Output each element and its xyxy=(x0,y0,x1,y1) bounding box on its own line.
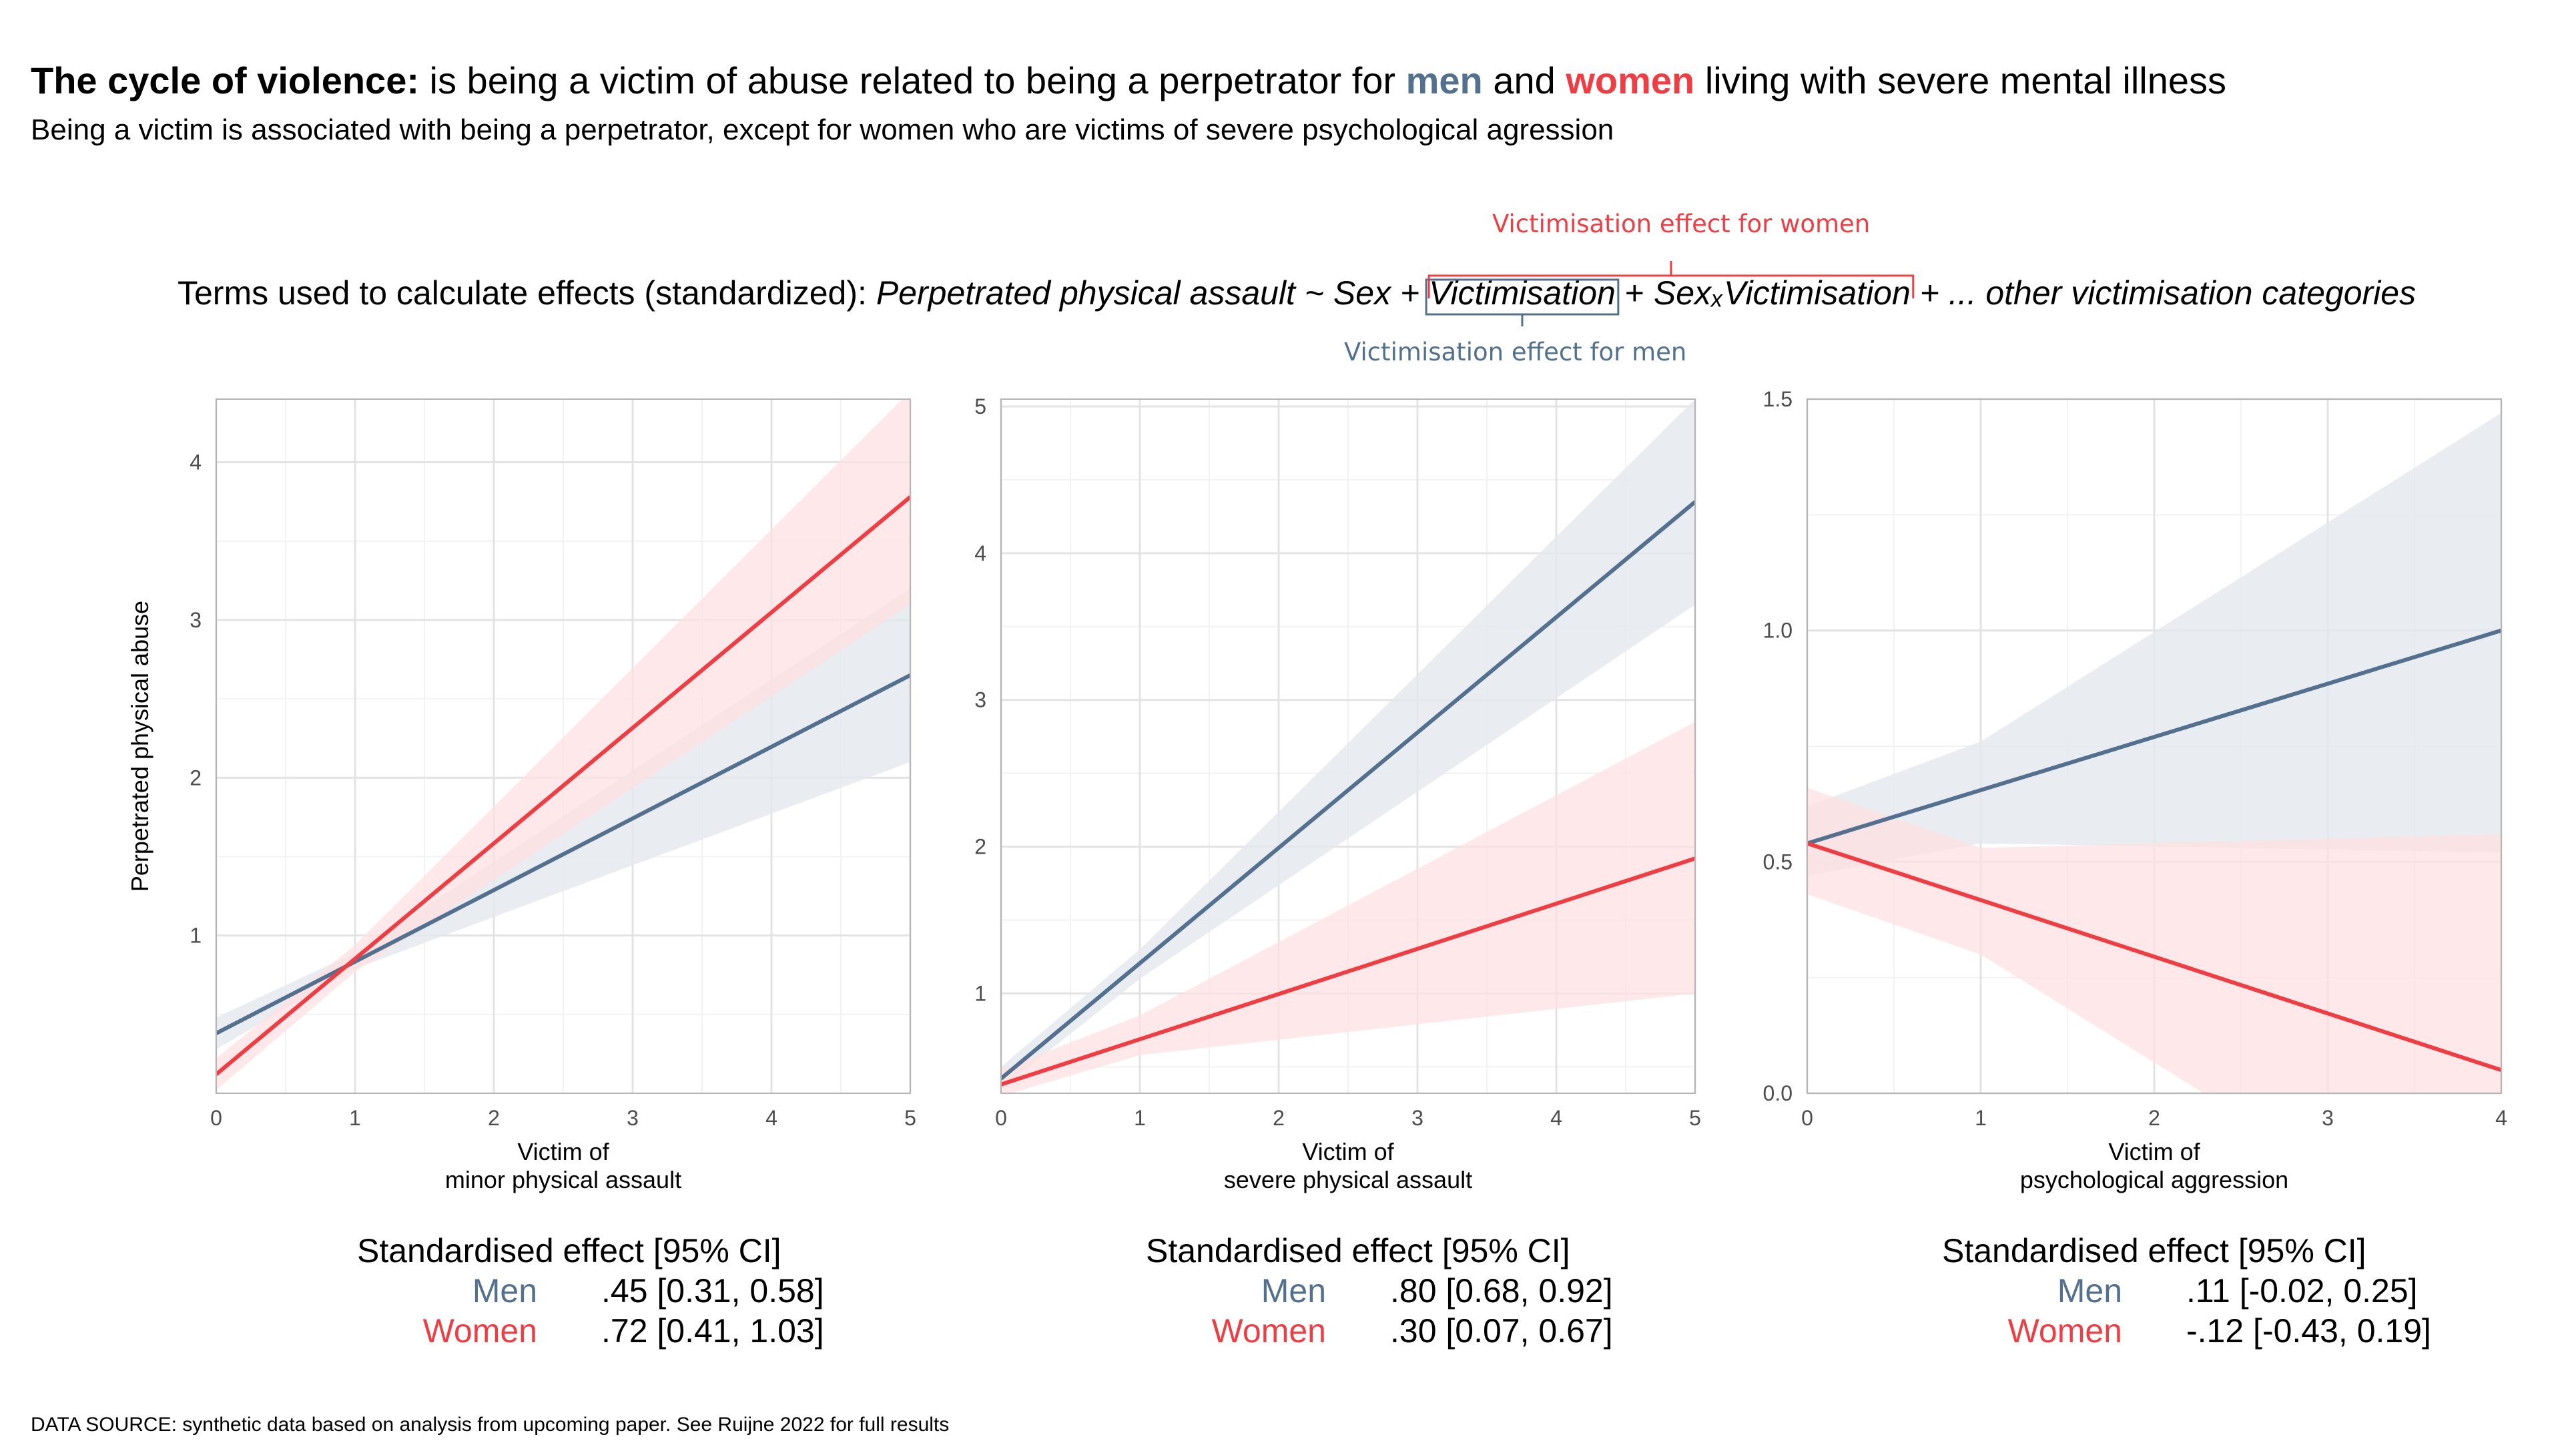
line-women xyxy=(1807,841,2501,1073)
x-axis-label: Victim of xyxy=(1302,1138,1394,1165)
effect-summary-1: Standardised effect [95% CI] Men .45 [0.31… xyxy=(357,1231,864,1352)
x-axis-label: Victim of xyxy=(517,1138,609,1165)
y-tick-label: 1.0 xyxy=(1763,619,1793,643)
x-axis-label: Victim of xyxy=(2108,1138,2200,1165)
x-tick-label: 3 xyxy=(1411,1106,1423,1130)
effect-women-label: Women xyxy=(422,1312,537,1350)
y-tick-label: 1.5 xyxy=(1763,387,1793,411)
formula-sex-victimisation: SexₓVictimisation xyxy=(1653,274,1911,312)
x-axis-label: minor physical assault xyxy=(445,1166,681,1193)
data-source: DATA SOURCE: synthetic data based on ana… xyxy=(31,1414,950,1436)
effect-women-value: -.12 [-0.43, 0.19] xyxy=(2186,1312,2431,1350)
y-tick-label: 5 xyxy=(974,394,986,418)
formula-lead: Terms used to calculate effects (standar… xyxy=(178,274,867,312)
y-tick-label: 1 xyxy=(974,981,986,1005)
chart-title: The cycle of violence: is being a victim… xyxy=(31,59,2226,102)
panel-3: 0 1 2 3 4 0.0 0.5 1.0 1.5 Victim ofpsychological … xyxy=(1763,387,2507,1193)
effect-men-value: .80 [0.68, 0.92] xyxy=(1390,1272,1613,1310)
formula-rest: + ... other victimisation categories xyxy=(1919,274,2417,312)
effect-men-label: Men xyxy=(1261,1272,1326,1310)
x-tick-label: 1 xyxy=(1134,1106,1146,1130)
x-axis-label: severe physical assault xyxy=(1224,1166,1472,1193)
ci-band-women xyxy=(216,399,910,1091)
formula: Terms used to calculate effects (standar… xyxy=(178,274,2416,312)
x-tick-label: 0 xyxy=(995,1106,1007,1130)
x-tick-label: 2 xyxy=(1273,1106,1285,1130)
x-tick-label: 5 xyxy=(904,1106,916,1130)
effect-summary-3: Standardised effect [95% CI] Men .11 [-0.0… xyxy=(1942,1231,2449,1352)
effect-men-label: Men xyxy=(2057,1272,2122,1310)
annotation-women: Victimisation effect for women xyxy=(1492,210,1871,238)
ci-band-women xyxy=(1807,788,2501,1093)
panel-border xyxy=(216,398,911,1094)
chart-subtitle: Being a victim is associated with being … xyxy=(31,113,1614,146)
ci-band-women xyxy=(1001,721,1695,1093)
x-tick-label: 5 xyxy=(1689,1106,1701,1130)
title-part1: is being a victim of abuse related to be… xyxy=(429,59,1396,101)
y-tick-label: 0.0 xyxy=(1763,1081,1793,1105)
series-group xyxy=(1001,399,1695,1093)
line-men xyxy=(1001,500,1695,1081)
formula-term1: Perpetrated physical assault ~ Sex + xyxy=(876,274,1420,312)
title-and: and xyxy=(1493,59,1556,101)
y-axis-label: Perpetrated physical abuse xyxy=(126,601,153,892)
line-men xyxy=(1807,628,2501,846)
title-women: women xyxy=(1566,59,1695,101)
x-axis-label: psychological aggression xyxy=(2020,1166,2288,1193)
effect-summary-2: Standardised effect [95% CI] Men .80 [0.68… xyxy=(1146,1231,1653,1352)
x-tick-label: 4 xyxy=(2495,1106,2507,1130)
x-tick-label: 0 xyxy=(210,1106,222,1130)
effect-men-value: .11 [-0.02, 0.25] xyxy=(2186,1272,2418,1310)
x-tick-label: 3 xyxy=(627,1106,639,1130)
y-tick-label: 3 xyxy=(190,608,202,632)
panel-border xyxy=(1807,398,2502,1094)
x-tick-label: 4 xyxy=(1550,1106,1562,1130)
line-women xyxy=(216,495,910,1076)
series-group xyxy=(1807,412,2501,1093)
series-group xyxy=(216,399,910,1091)
y-tick-label: 2 xyxy=(190,766,202,790)
effect-women-label: Women xyxy=(2007,1312,2122,1350)
title-part2: living with severe mental illness xyxy=(1704,59,2227,101)
effect-men-value: .45 [0.31, 0.58] xyxy=(601,1272,824,1310)
formula-plus: + xyxy=(1624,274,1644,312)
line-women xyxy=(1001,856,1695,1087)
effect-women-value: .72 [0.41, 1.03] xyxy=(601,1312,824,1350)
x-tick-label: 3 xyxy=(2322,1106,2334,1130)
x-tick-label: 4 xyxy=(765,1106,777,1130)
y-tick-label: 0.5 xyxy=(1763,850,1793,874)
title-men: men xyxy=(1405,59,1483,101)
annotation-men: Victimisation effect for men xyxy=(1344,338,1687,366)
x-tick-label: 1 xyxy=(349,1106,361,1130)
panel-border xyxy=(1000,398,1696,1094)
y-tick-label: 3 xyxy=(974,688,986,712)
x-tick-label: 2 xyxy=(488,1106,500,1130)
title-bold: The cycle of violence: xyxy=(31,59,419,101)
y-tick-label: 4 xyxy=(974,541,986,565)
effect-header: Standardised effect [95% CI] xyxy=(357,1232,781,1269)
x-tick-label: 0 xyxy=(1801,1106,1813,1130)
effect-header: Standardised effect [95% CI] xyxy=(1942,1232,2366,1269)
line-men xyxy=(216,673,910,1035)
y-tick-label: 1 xyxy=(190,924,202,948)
y-tick-label: 4 xyxy=(190,451,202,475)
effect-men-label: Men xyxy=(472,1272,537,1310)
ci-band-men xyxy=(1807,412,2501,876)
men-term-box xyxy=(1425,278,1620,316)
y-tick-label: 2 xyxy=(974,835,986,859)
effect-header: Standardised effect [95% CI] xyxy=(1146,1232,1570,1269)
x-tick-label: 1 xyxy=(1975,1106,1987,1130)
effect-women-value: .30 [0.07, 0.67] xyxy=(1390,1312,1613,1350)
x-tick-label: 2 xyxy=(2148,1106,2160,1130)
ci-band-men xyxy=(1001,399,1695,1089)
effect-women-label: Women xyxy=(1211,1312,1326,1350)
